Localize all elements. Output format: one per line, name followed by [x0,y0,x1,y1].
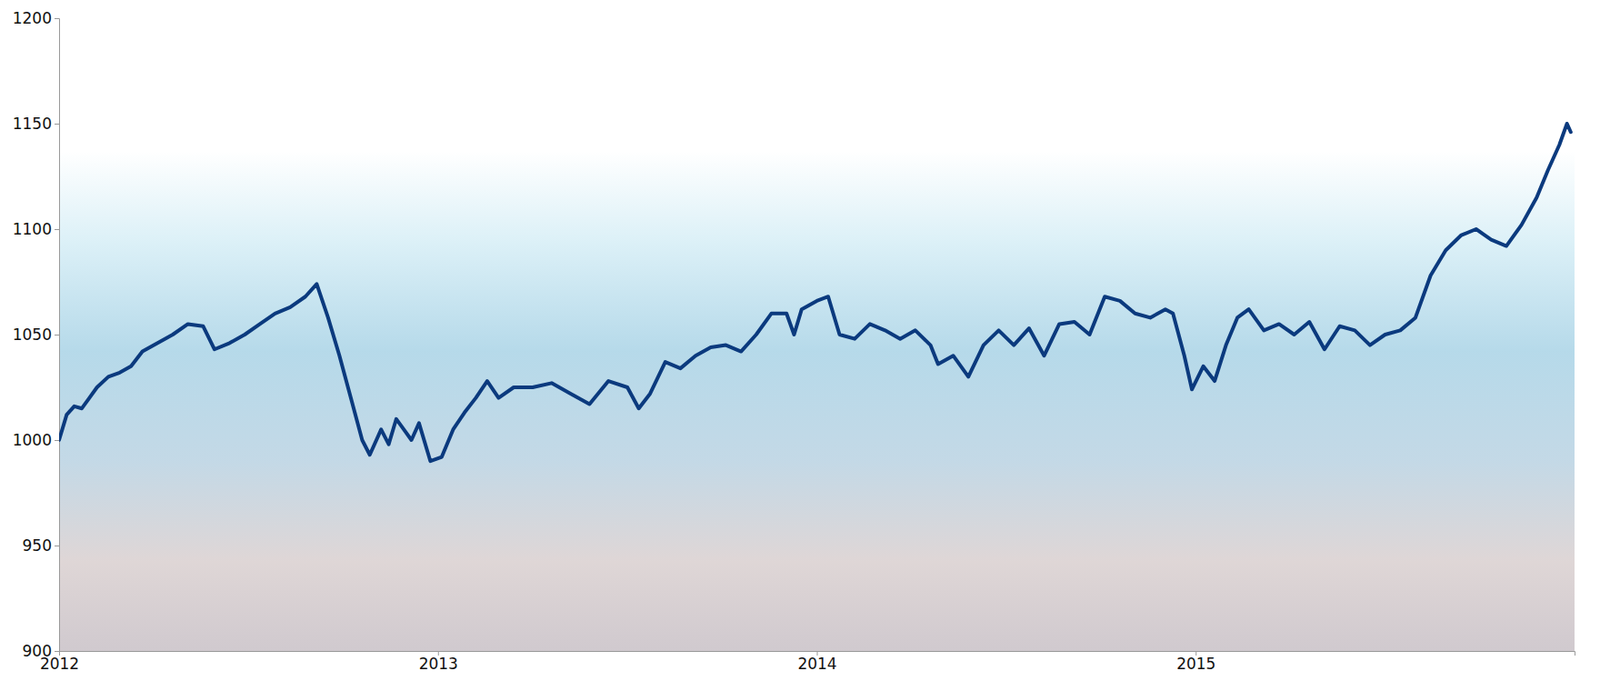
y-axis: 90095010001050110011501200 [12,9,60,660]
y-tick-label: 1050 [12,325,52,344]
y-tick: 1100 [12,220,60,239]
x-tick: 2013 [419,650,459,673]
y-tick-mark [54,650,60,652]
x-tick: 2015 [1176,650,1216,673]
y-tick: 1000 [12,430,60,450]
chart: 9009501000105011001150120020122013201420… [0,0,1600,691]
y-tick-label: 1100 [12,220,52,239]
y-tick-mark [54,229,60,230]
y-tick-label: 1150 [12,114,52,133]
marks [59,123,1571,461]
y-tick-mark [54,18,60,20]
x-axis: 2012 2013 2014 2015 [40,650,1576,673]
x-tick-label: 2014 [797,654,837,673]
y-tick-label: 1200 [12,9,52,28]
x-tick-label: 2015 [1176,654,1216,673]
y-tick-mark [54,334,60,336]
background-image [59,150,1575,651]
y-tick: 1050 [12,325,60,344]
y-tick-mark [54,123,60,125]
plot: 9009501000105011001150120020122013201420… [12,9,1576,673]
x-tick-label: 2012 [40,654,80,673]
y-tick: 950 [22,536,60,555]
x-tick-label: 2013 [419,654,459,673]
y-tick: 1200 [12,9,60,28]
y-tick-label: 1000 [12,430,52,450]
y-tick: 1150 [12,114,60,133]
y-axis-line [54,19,60,652]
y-tick-label: 950 [22,536,52,555]
y-tick-mark [54,545,60,547]
x-tick: 2014 [797,650,837,673]
y-tick-mark [54,440,60,441]
line [59,123,1571,461]
x-tick: 2012 [40,650,80,673]
